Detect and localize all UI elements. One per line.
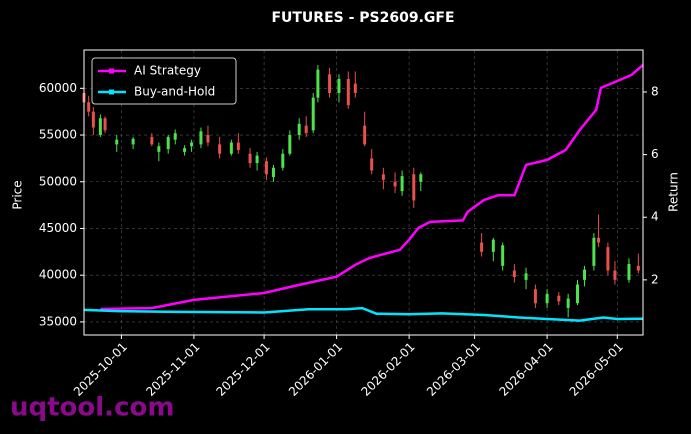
candle-body <box>255 155 259 164</box>
y-tick-label: 50000 <box>39 174 77 188</box>
candle-body <box>613 270 617 280</box>
legend-marker <box>109 89 114 95</box>
candle-body <box>606 247 610 271</box>
chart-title: FUTURES - PS2609.GFE <box>271 10 454 26</box>
candle-body <box>166 136 170 150</box>
candle-body <box>304 125 308 134</box>
candle-body <box>183 148 187 152</box>
candle-body <box>412 174 416 201</box>
candle-body <box>103 118 107 131</box>
candle-body <box>576 284 580 304</box>
y2-tick-label: 4 <box>651 210 659 224</box>
candle-body <box>491 239 495 252</box>
plot-frame <box>83 49 644 336</box>
legend-label: Buy-and-Hold <box>134 85 215 99</box>
candle-body <box>115 139 119 145</box>
candle-body <box>288 135 292 154</box>
candle-body <box>150 136 154 145</box>
candle-body <box>501 245 505 266</box>
candle-body <box>229 142 233 154</box>
candle-body <box>271 167 275 178</box>
candle-body <box>557 295 561 302</box>
y2-tick-label: 2 <box>651 272 659 286</box>
candle-body <box>157 146 161 152</box>
candle-body <box>545 293 549 304</box>
candle-body <box>248 153 252 164</box>
candle-body <box>592 237 596 266</box>
candle-body <box>281 153 285 168</box>
candle-body <box>524 273 528 280</box>
candle-body <box>297 123 301 136</box>
return-line <box>100 64 644 311</box>
candle-body <box>236 142 240 150</box>
candle-body <box>264 161 268 175</box>
candle-body <box>311 97 315 131</box>
candle-body <box>583 269 587 280</box>
candle-body <box>512 270 516 278</box>
candle-body <box>98 118 102 136</box>
candle-body <box>393 181 397 187</box>
y-tick-label: 55000 <box>39 128 77 142</box>
legend-box <box>91 57 237 105</box>
candle-body <box>218 144 222 154</box>
candle-body <box>370 158 374 171</box>
legend-marker <box>109 68 114 74</box>
candle-body <box>419 174 423 182</box>
candle-body <box>337 78 341 93</box>
y-tick-label: 40000 <box>39 268 77 282</box>
candle-body <box>91 111 95 128</box>
candle-body <box>346 78 350 106</box>
return-line <box>83 306 644 322</box>
candle-body <box>353 83 357 93</box>
legend-label: AI Strategy <box>134 64 201 78</box>
candle-body <box>328 74 332 93</box>
candle-body <box>199 131 203 145</box>
candle-body <box>533 289 537 304</box>
candle-body <box>173 133 177 140</box>
candle-body <box>627 263 631 280</box>
candle-body <box>363 125 367 145</box>
candle-body <box>400 176 404 192</box>
candle-body <box>190 142 194 147</box>
y2-tick-label: 6 <box>651 147 659 161</box>
y-tick-label: 45000 <box>39 221 77 235</box>
y-axis-label: Price <box>11 180 25 209</box>
candle-body <box>566 298 570 308</box>
candle-body <box>597 237 601 243</box>
candle-body <box>381 174 385 180</box>
y2-axis-label: Return <box>667 172 681 212</box>
candle-body <box>636 265 640 271</box>
y-tick-label: 35000 <box>39 314 77 328</box>
y-tick-label: 60000 <box>39 81 77 95</box>
candle-body <box>316 69 320 98</box>
candle-body <box>206 135 210 143</box>
y2-tick-label: 8 <box>651 84 659 98</box>
candle-body <box>87 102 91 112</box>
watermark: uqtool.com <box>10 393 174 423</box>
candle-body <box>131 138 135 145</box>
candle-body <box>480 242 484 252</box>
